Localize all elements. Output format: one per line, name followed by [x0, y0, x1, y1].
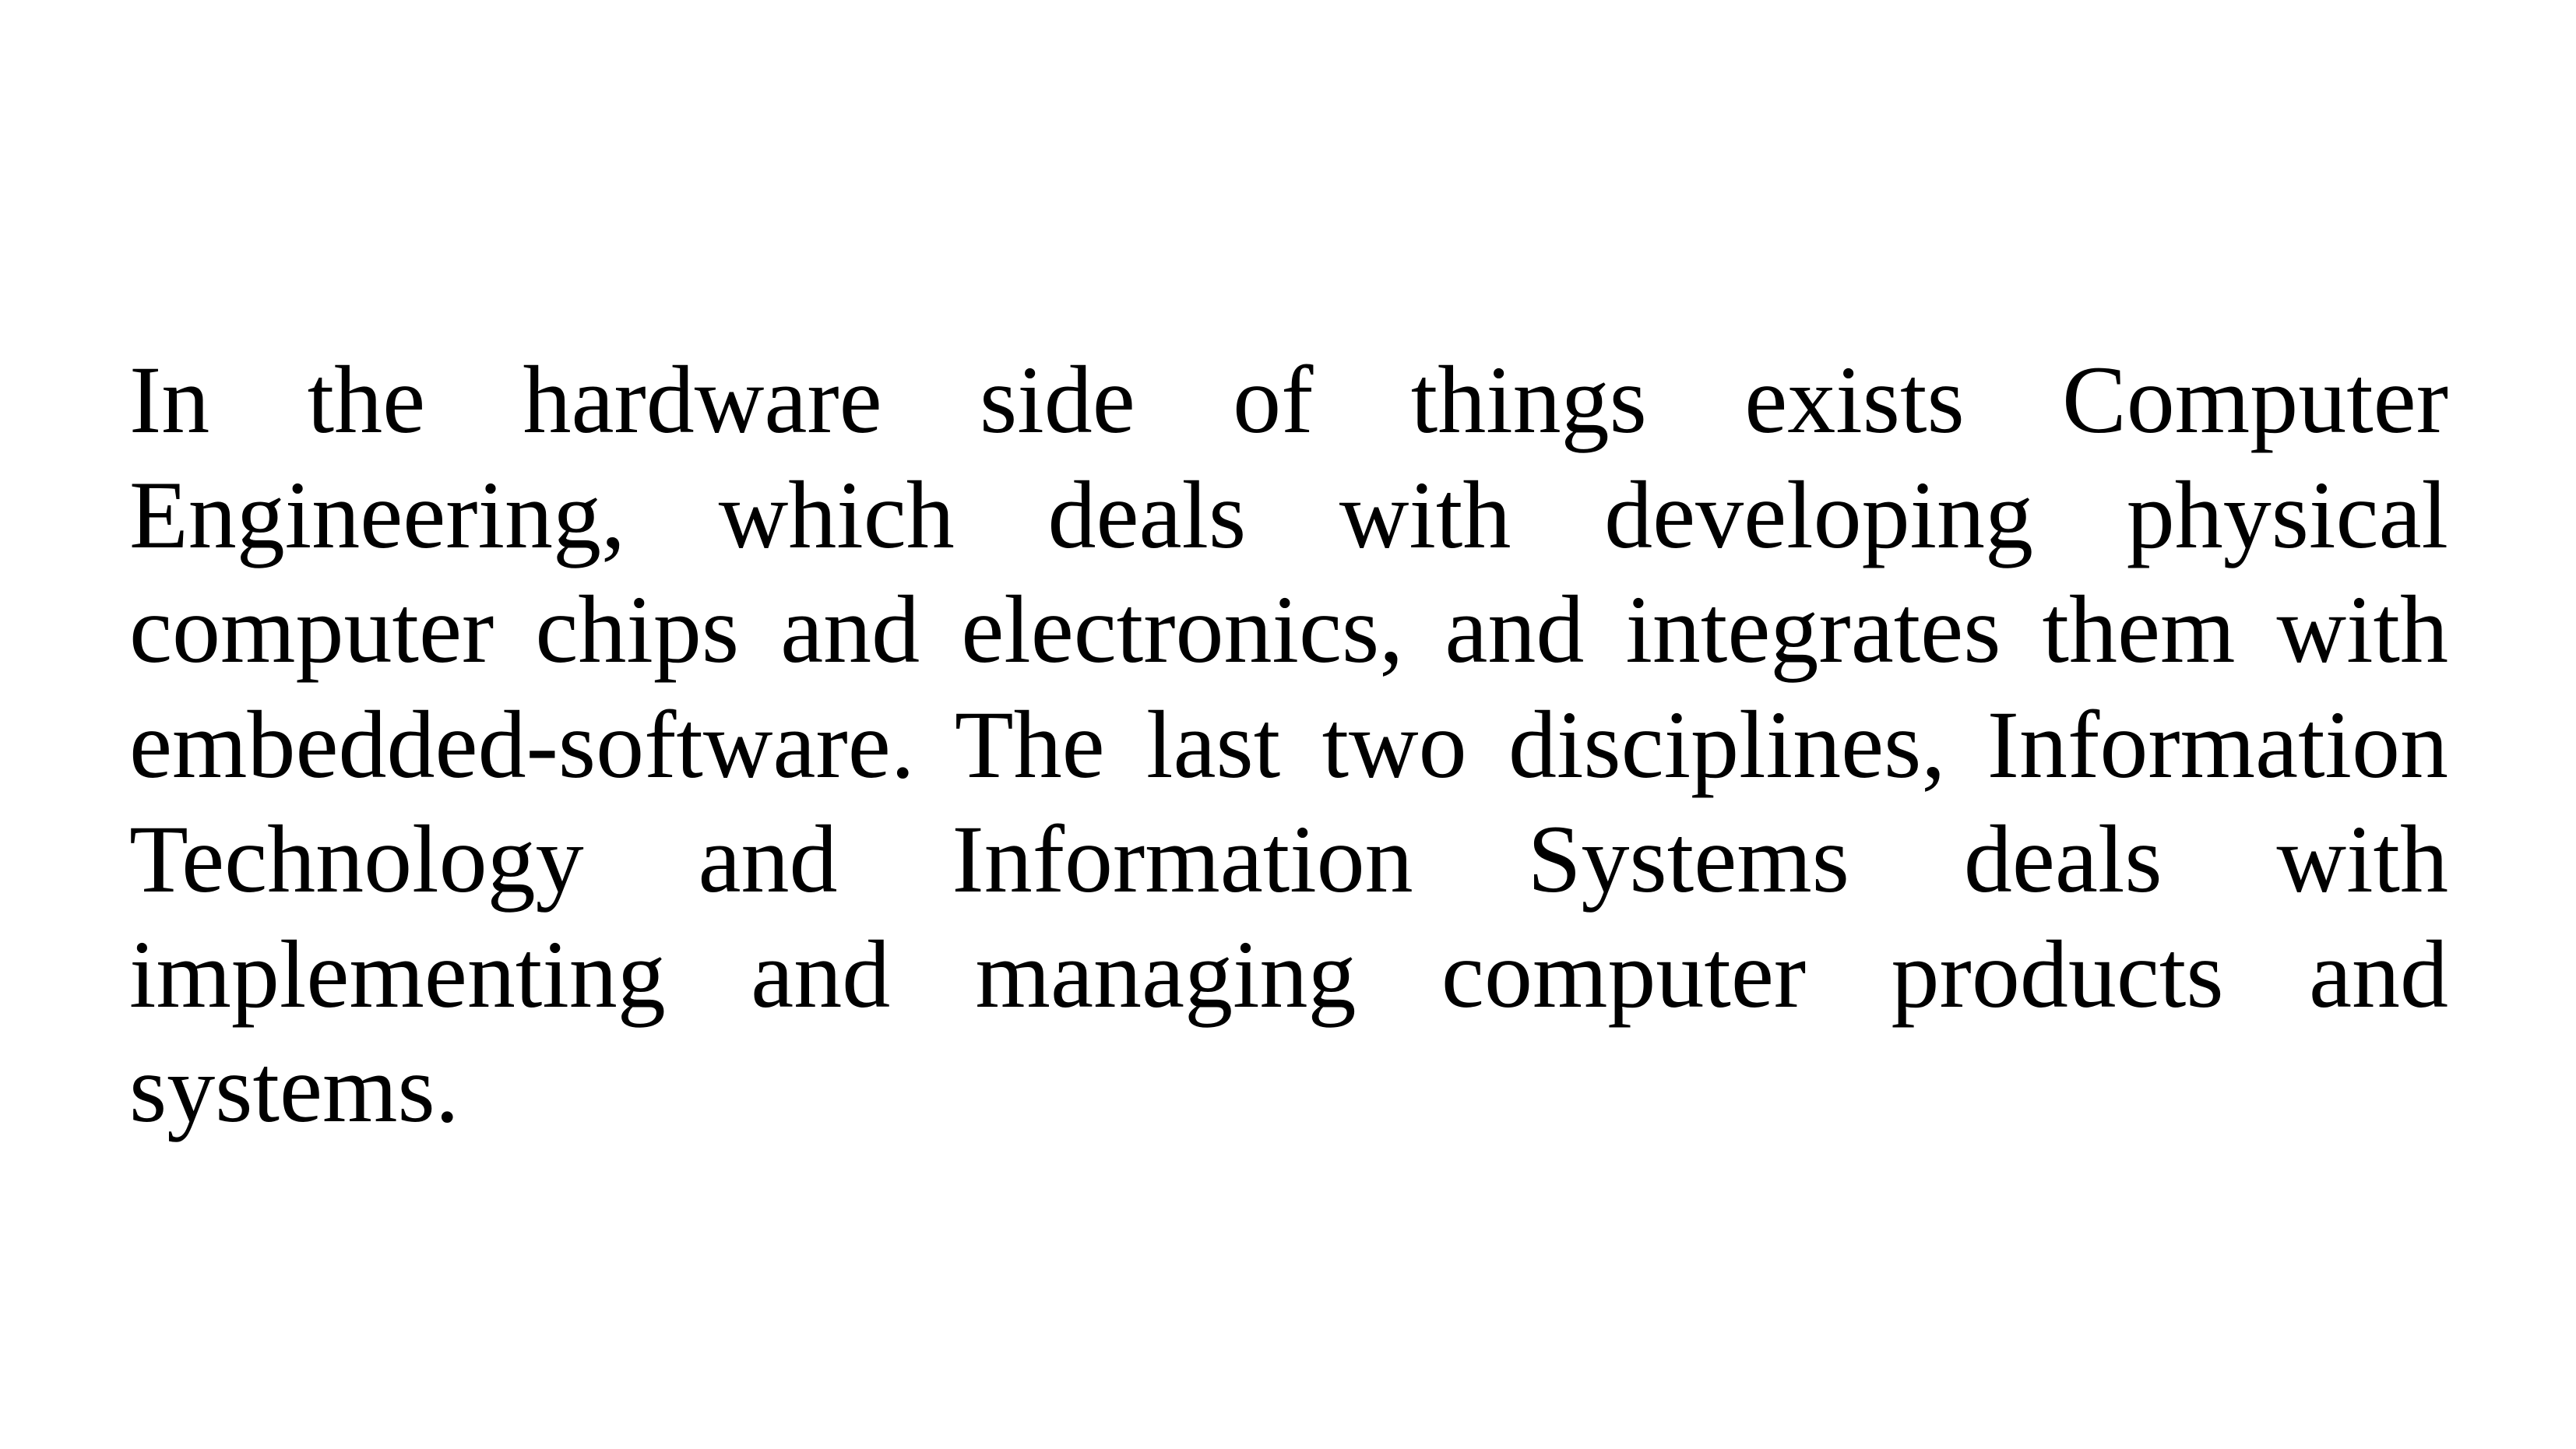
slide-body-paragraph: In the hardware side of things exists Co…	[129, 346, 2448, 1142]
